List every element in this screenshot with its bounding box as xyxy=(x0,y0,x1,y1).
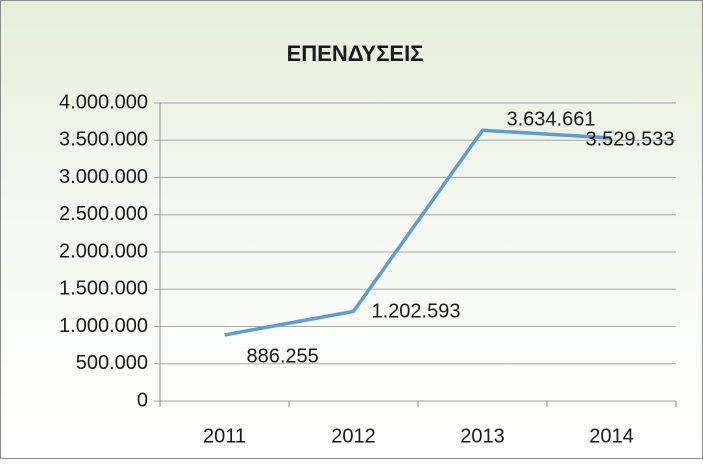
y-tick-label: 2.500.000 xyxy=(59,203,148,225)
y-tick-label: 500.000 xyxy=(76,352,148,374)
chart-title: ΕΠΕΝΔΥΣΕΙΣ xyxy=(287,41,424,66)
data-label: 1.202.593 xyxy=(372,301,461,323)
data-label: 3.529.533 xyxy=(586,128,675,150)
y-tick-label: 0 xyxy=(137,389,148,411)
x-tick-label: 2013 xyxy=(460,425,505,447)
y-tick-label: 3.000.000 xyxy=(59,166,148,188)
y-tick-label: 4.000.000 xyxy=(59,91,148,113)
data-label: 886.255 xyxy=(247,345,319,367)
x-tick-label: 2012 xyxy=(331,425,376,447)
y-tick-label: 3.500.000 xyxy=(59,129,148,151)
x-tick-label: 2014 xyxy=(589,425,634,447)
x-tick-label: 2011 xyxy=(203,425,246,447)
y-tick-label: 1.500.000 xyxy=(59,278,148,300)
y-tick-label: 1.000.000 xyxy=(59,315,148,337)
line xyxy=(224,128,612,337)
data-label: 3.634.661 xyxy=(507,108,596,130)
y-tick-label: 2.000.000 xyxy=(59,240,148,262)
